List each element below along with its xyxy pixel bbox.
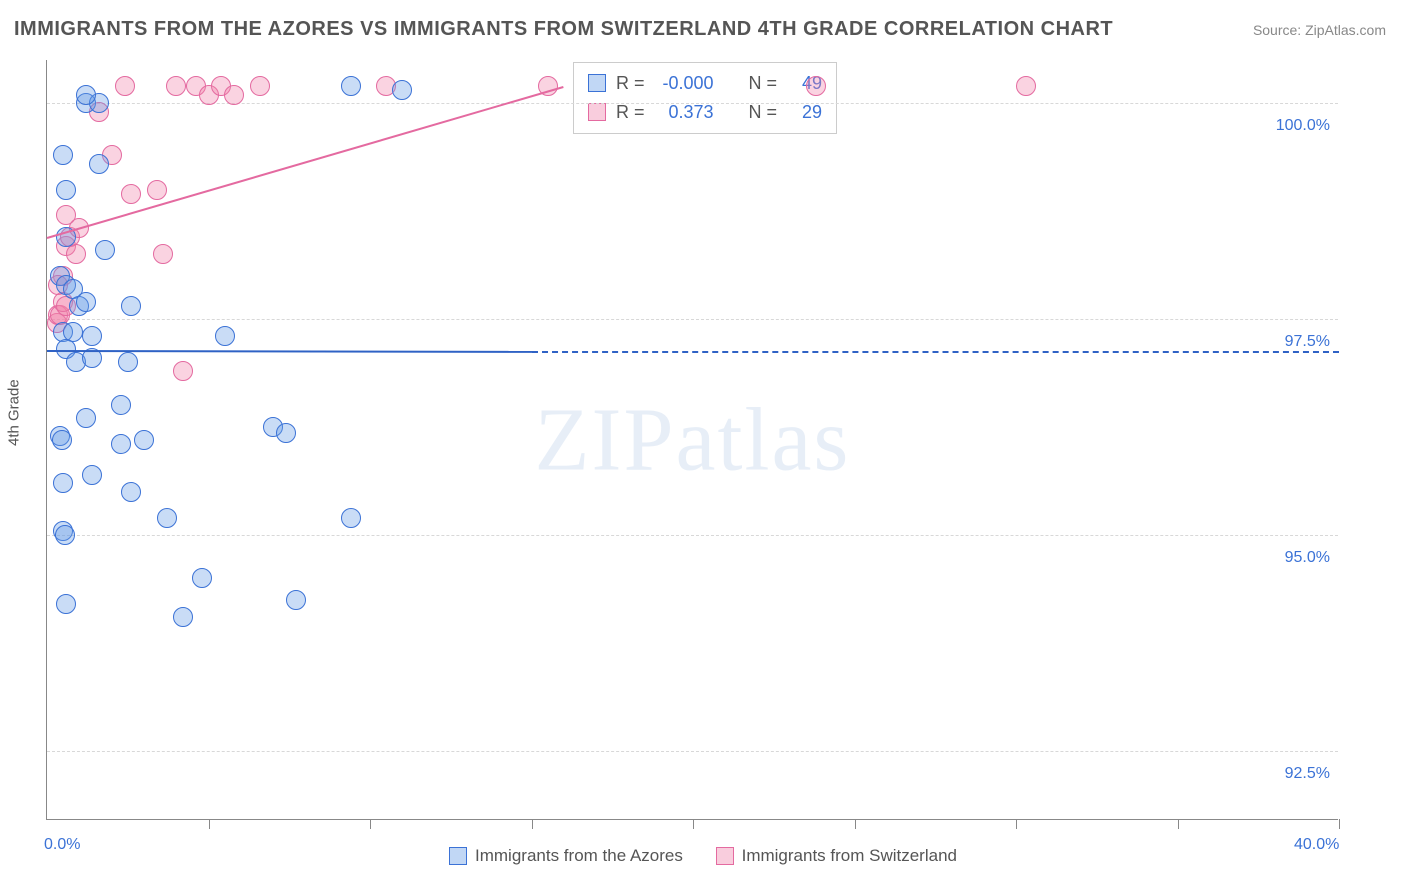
y-tick-label: 97.5% (1260, 333, 1330, 351)
legend-row-azores: R = -0.000 N = 49 (588, 69, 822, 98)
point-switzerland (224, 85, 244, 105)
source-label: Source: ZipAtlas.com (1253, 22, 1386, 38)
x-tick (370, 819, 371, 829)
x-tick (855, 819, 856, 829)
azores-r-value: -0.000 (660, 69, 714, 98)
x-label-min: 0.0% (44, 836, 80, 854)
correlation-legend: R = -0.000 N = 49 R = 0.373 N = 29 (573, 62, 837, 134)
point-azores (276, 423, 296, 443)
point-azores (95, 240, 115, 260)
point-azores (192, 568, 212, 588)
point-azores (392, 80, 412, 100)
x-label-max: 40.0% (1294, 836, 1339, 854)
x-tick (1178, 819, 1179, 829)
y-tick-label: 100.0% (1260, 117, 1330, 135)
point-azores (111, 434, 131, 454)
trendline-azores-dashed (532, 351, 1340, 353)
point-azores (121, 482, 141, 502)
x-tick (693, 819, 694, 829)
point-switzerland (250, 76, 270, 96)
point-azores (82, 465, 102, 485)
point-azores (89, 154, 109, 174)
point-azores (53, 145, 73, 165)
point-switzerland (173, 361, 193, 381)
switzerland-r-value: 0.373 (660, 98, 714, 127)
trendline-azores (47, 350, 532, 353)
swatch-pink-icon (716, 847, 734, 865)
watermark: ZIPatlas (535, 388, 851, 491)
point-azores (118, 352, 138, 372)
gridline-h (47, 103, 1338, 104)
point-azores (341, 508, 361, 528)
swatch-pink (588, 103, 606, 121)
point-azores (56, 180, 76, 200)
point-switzerland (115, 76, 135, 96)
point-azores (286, 590, 306, 610)
point-azores (52, 430, 72, 450)
point-switzerland (121, 184, 141, 204)
x-tick (532, 819, 533, 829)
point-azores (76, 292, 96, 312)
point-azores (55, 525, 75, 545)
point-azores (82, 326, 102, 346)
point-switzerland (166, 76, 186, 96)
gridline-h (47, 535, 1338, 536)
point-azores (157, 508, 177, 528)
point-azores (53, 473, 73, 493)
point-azores (76, 85, 96, 105)
swatch-blue-icon (449, 847, 467, 865)
series-legend: Immigrants from the Azores Immigrants fr… (0, 846, 1406, 870)
y-tick-label: 92.5% (1260, 765, 1330, 783)
x-tick (209, 819, 210, 829)
point-azores (56, 594, 76, 614)
trendline-switzerland (47, 86, 564, 239)
watermark-zip: ZIP (535, 390, 676, 489)
point-switzerland (806, 76, 826, 96)
x-tick (1016, 819, 1017, 829)
point-switzerland (66, 244, 86, 264)
y-tick-label: 95.0% (1260, 549, 1330, 567)
point-switzerland (153, 244, 173, 264)
point-switzerland (147, 180, 167, 200)
point-azores (121, 296, 141, 316)
y-axis-label: 4th Grade (6, 379, 23, 446)
plot-area: ZIPatlas R = -0.000 N = 49 R = 0.373 N =… (46, 60, 1338, 820)
swatch-blue (588, 74, 606, 92)
point-azores (341, 76, 361, 96)
point-switzerland (1016, 76, 1036, 96)
chart-title: IMMIGRANTS FROM THE AZORES VS IMMIGRANTS… (14, 18, 1113, 41)
legend-item-switzerland: Immigrants from Switzerland (716, 846, 957, 866)
point-azores (173, 607, 193, 627)
chart-container: IMMIGRANTS FROM THE AZORES VS IMMIGRANTS… (0, 0, 1406, 892)
legend-item-azores: Immigrants from the Azores (449, 846, 683, 866)
x-tick (1339, 819, 1340, 829)
legend-row-switzerland: R = 0.373 N = 29 (588, 98, 822, 127)
point-azores (134, 430, 154, 450)
point-azores (76, 408, 96, 428)
r-label: R = (616, 69, 650, 98)
switzerland-label: Immigrants from Switzerland (742, 846, 957, 866)
azores-label: Immigrants from the Azores (475, 846, 683, 866)
n-label: N = (749, 98, 783, 127)
point-azores (111, 395, 131, 415)
gridline-h (47, 751, 1338, 752)
switzerland-n-value: 29 (792, 98, 822, 127)
point-azores (215, 326, 235, 346)
gridline-h (47, 319, 1338, 320)
r-label: R = (616, 98, 650, 127)
watermark-atlas: atlas (676, 390, 851, 489)
n-label: N = (749, 69, 783, 98)
point-switzerland (56, 205, 76, 225)
